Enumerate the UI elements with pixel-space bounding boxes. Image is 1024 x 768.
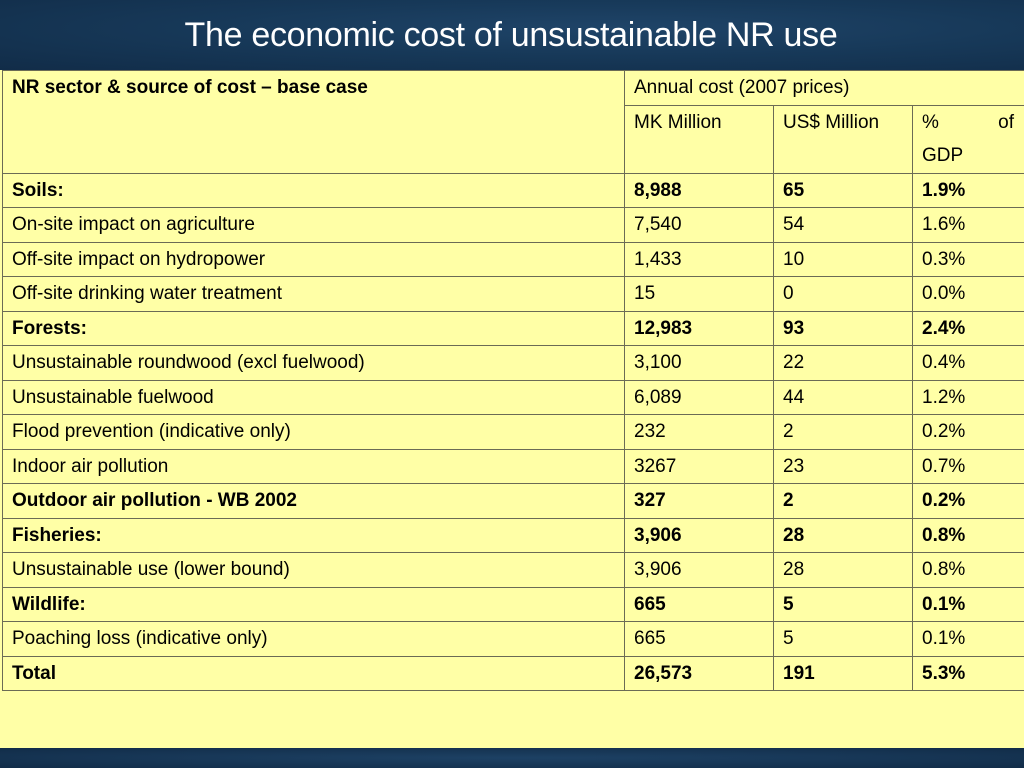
header-pct-symbol: % [922, 111, 939, 133]
row-mk-million: 7,540 [624, 207, 774, 243]
bottom-bar [0, 748, 1024, 768]
table-row: Wildlife: 665 5 0.1% [2, 586, 1024, 622]
table-row: Unsustainable use (lower bound) 3,906 28 0.… [2, 552, 1024, 588]
row-usd-million: 44 [773, 379, 913, 415]
table-row: Flood prevention (indicative only) 232 2 0.… [2, 414, 1024, 450]
table-row: Poaching loss (indicative only) 665 5 0.1% [2, 621, 1024, 657]
row-pct-gdp: 1.6% [911, 207, 1024, 243]
row-label: On-site impact on agriculture [2, 207, 625, 243]
header-mk-million: MK Million [624, 104, 774, 174]
table-row: Unsustainable roundwood (excl fuelwood) 3… [2, 345, 1024, 381]
row-usd-million: 5 [773, 586, 913, 622]
row-label: Fisheries: [2, 517, 625, 553]
row-mk-million: 327 [624, 483, 774, 519]
row-usd-million: 2 [773, 414, 913, 450]
row-pct-gdp: 0.3% [911, 241, 1024, 277]
row-label: Unsustainable use (lower bound) [2, 552, 625, 588]
header-pct-gdp-label: GDP [922, 144, 964, 166]
row-mk-million: 12,983 [624, 310, 774, 346]
row-usd-million: 93 [773, 310, 913, 346]
row-mk-million: 3,100 [624, 345, 774, 381]
row-pct-gdp: 0.1% [911, 621, 1024, 657]
row-usd-million: 54 [773, 207, 913, 243]
row-usd-million: 2 [773, 483, 913, 519]
table-row: Off-site drinking water treatment 15 0 0.0% [2, 276, 1024, 312]
row-usd-million: 28 [773, 517, 913, 553]
row-mk-million: 6,089 [624, 379, 774, 415]
header-row-1: NR sector & source of cost – base case A… [2, 70, 1024, 174]
row-label: Flood prevention (indicative only) [2, 414, 625, 450]
row-usd-million: 65 [773, 172, 913, 208]
table-row: Forests: 12,983 93 2.4% [2, 310, 1024, 346]
header-usd-million: US$ Million [773, 104, 913, 174]
row-mk-million: 3267 [624, 448, 774, 484]
row-mk-million: 3,906 [624, 517, 774, 553]
row-pct-gdp: 0.4% [911, 345, 1024, 381]
row-usd-million: 5 [773, 621, 913, 657]
row-pct-gdp: 0.8% [911, 517, 1024, 553]
row-usd-million: 10 [773, 241, 913, 277]
header-pct-gdp: % of GDP [911, 104, 1024, 174]
row-pct-gdp: 0.8% [911, 552, 1024, 588]
table-row: Indoor air pollution 3267 23 0.7% [2, 448, 1024, 484]
row-mk-million: 665 [624, 621, 774, 657]
row-mk-million: 8,988 [624, 172, 774, 208]
row-label: Unsustainable fuelwood [2, 379, 625, 415]
row-pct-gdp: 0.7% [911, 448, 1024, 484]
row-pct-gdp: 0.2% [911, 414, 1024, 450]
header-sector: NR sector & source of cost – base case [2, 70, 625, 174]
row-usd-million: 0 [773, 276, 913, 312]
row-mk-million: 232 [624, 414, 774, 450]
row-label: Wildlife: [2, 586, 625, 622]
row-pct-gdp: 0.1% [911, 586, 1024, 622]
table-row: Soils: 8,988 65 1.9% [2, 172, 1024, 208]
table-row: Outdoor air pollution - WB 2002 327 2 0.2% [2, 483, 1024, 519]
table-row: Total 26,573 191 5.3% [2, 655, 1024, 691]
row-label: Off-site drinking water treatment [2, 276, 625, 312]
row-label: Poaching loss (indicative only) [2, 621, 625, 657]
row-pct-gdp: 0.0% [911, 276, 1024, 312]
row-mk-million: 3,906 [624, 552, 774, 588]
row-label: Soils: [2, 172, 625, 208]
row-pct-gdp: 5.3% [911, 655, 1024, 691]
row-usd-million: 22 [773, 345, 913, 381]
row-mk-million: 15 [624, 276, 774, 312]
row-mk-million: 26,573 [624, 655, 774, 691]
row-pct-gdp: 1.9% [911, 172, 1024, 208]
row-label: Total [2, 655, 625, 691]
row-label: Forests: [2, 310, 625, 346]
row-pct-gdp: 1.2% [911, 379, 1024, 415]
row-usd-million: 28 [773, 552, 913, 588]
row-mk-million: 1,433 [624, 241, 774, 277]
cost-table: NR sector & source of cost – base case A… [2, 70, 1024, 691]
row-usd-million: 191 [773, 655, 913, 691]
row-pct-gdp: 2.4% [911, 310, 1024, 346]
table-row: Fisheries: 3,906 28 0.8% [2, 517, 1024, 553]
header-annual-cost: Annual cost (2007 prices) [623, 70, 1024, 106]
row-mk-million: 665 [624, 586, 774, 622]
row-pct-gdp: 0.2% [911, 483, 1024, 519]
row-label: Off-site impact on hydropower [2, 241, 625, 277]
row-label: Indoor air pollution [2, 448, 625, 484]
row-label: Outdoor air pollution - WB 2002 [2, 483, 625, 519]
row-usd-million: 23 [773, 448, 913, 484]
table-row: Off-site impact on hydropower 1,433 10 0.3% [2, 241, 1024, 277]
table-row: On-site impact on agriculture 7,540 54 1.6% [2, 207, 1024, 243]
slide-title: The economic cost of unsustainable NR us… [184, 15, 838, 54]
header-pct-of: of [998, 111, 1015, 133]
table-row: Unsustainable fuelwood 6,089 44 1.2% [2, 379, 1024, 415]
title-bar: The economic cost of unsustainable NR us… [0, 0, 1024, 70]
row-label: Unsustainable roundwood (excl fuelwood) [2, 345, 625, 381]
